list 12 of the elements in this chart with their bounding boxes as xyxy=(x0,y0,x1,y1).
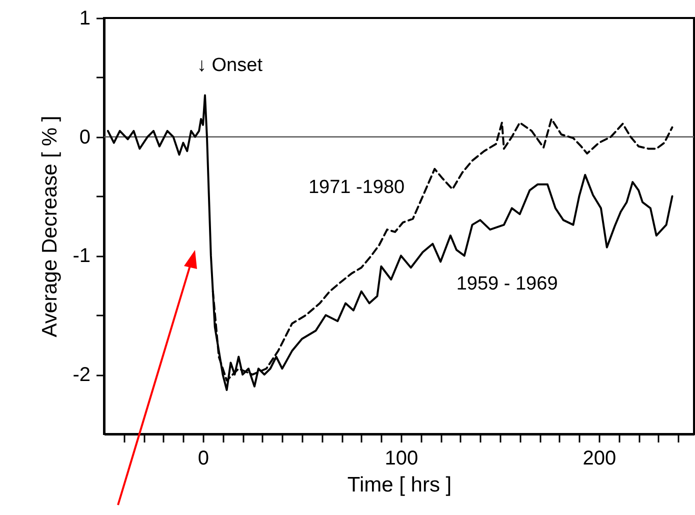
y-tick-label: -1 xyxy=(72,245,90,268)
series-label: 1959 - 1969 xyxy=(456,274,558,295)
x-axis-title: Time [ hrs ] xyxy=(347,474,452,496)
x-tick-label: 100 xyxy=(384,448,418,470)
y-tick-label: 1 xyxy=(79,8,90,30)
annotation: ↓ Onset xyxy=(197,55,264,76)
y-tick-label: 0 xyxy=(79,126,90,148)
series-label: 1971 -1980 xyxy=(308,176,405,198)
x-tick-label: 0 xyxy=(198,448,210,470)
y-axis-title: Average Decrease [ % ] xyxy=(38,116,62,338)
x-tick-label: 200 xyxy=(582,448,616,470)
y-tick-label: -2 xyxy=(72,364,90,386)
